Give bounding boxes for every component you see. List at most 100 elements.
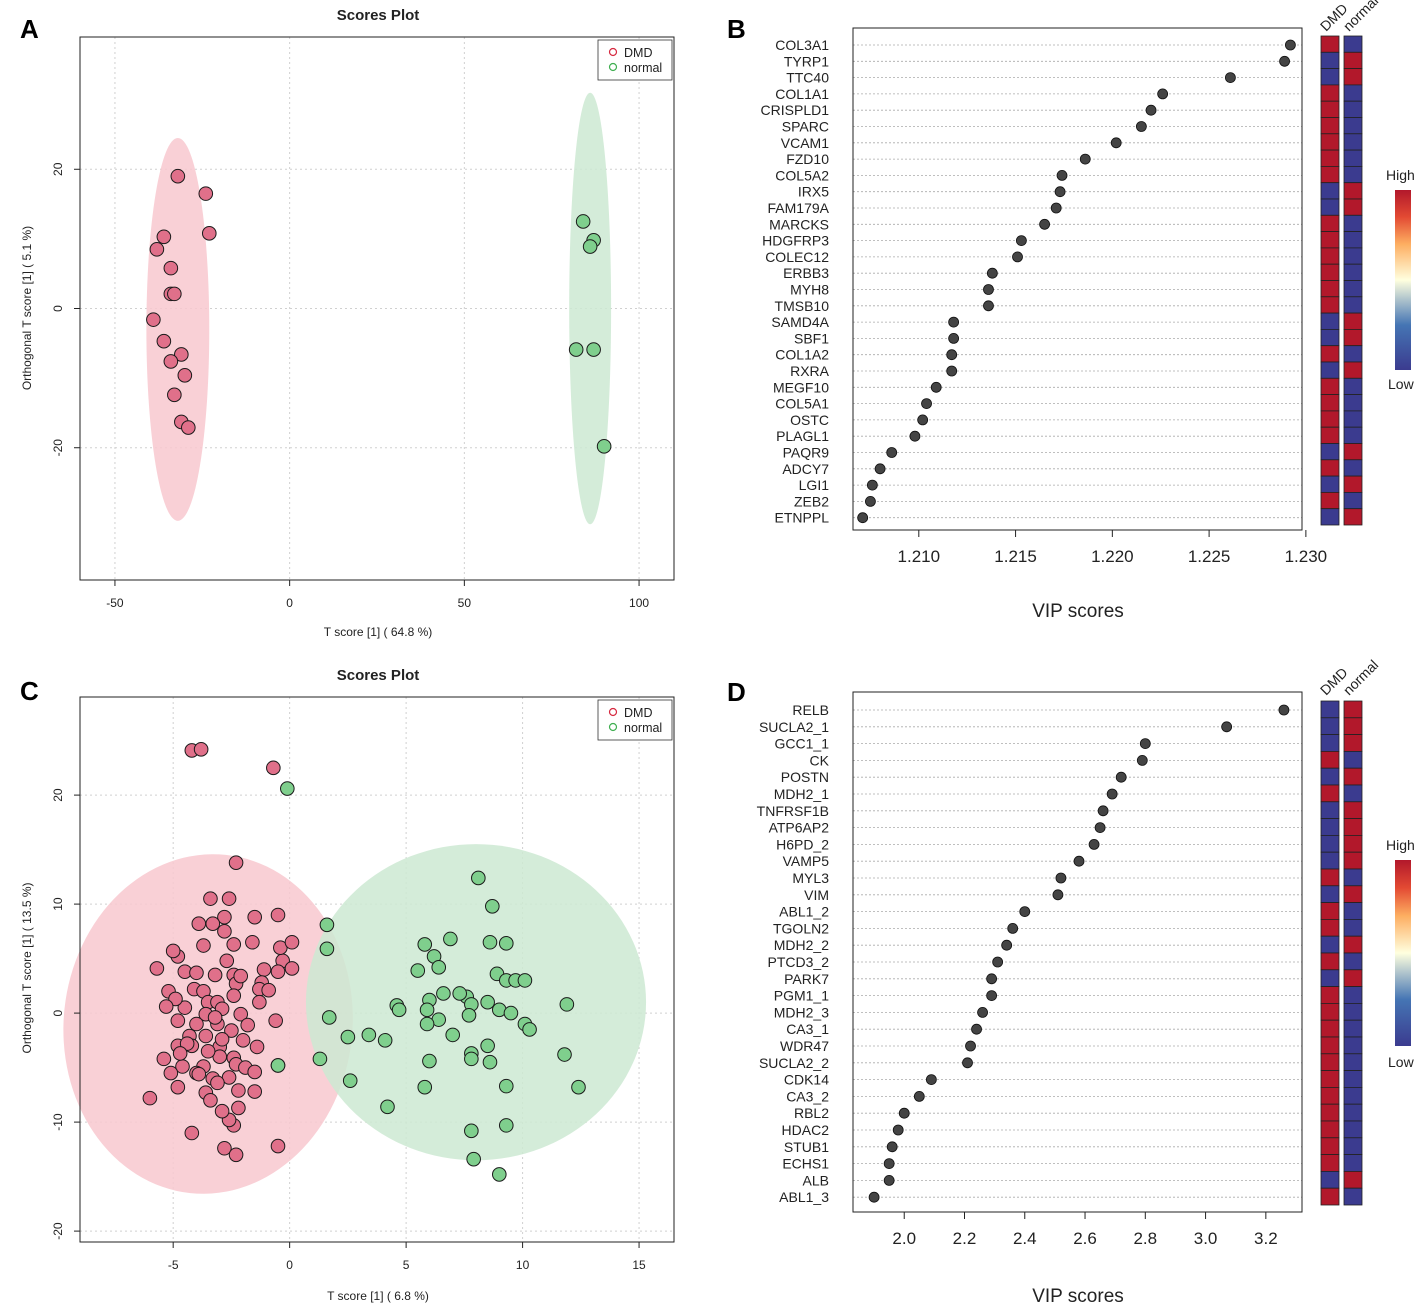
heat-cell-normal — [1343, 1171, 1363, 1189]
panel-label-d: D — [727, 677, 746, 707]
plot-frame — [852, 691, 1303, 1213]
point-normal — [471, 870, 486, 886]
heat-cell-dmd — [1320, 717, 1340, 735]
heat-cell-dmd — [1320, 700, 1340, 719]
vip-point — [1055, 872, 1067, 884]
heat-cell-normal — [1343, 700, 1363, 719]
point-normal — [361, 1027, 377, 1043]
heat-cell-dmd — [1320, 361, 1340, 379]
point-dmd — [217, 1140, 232, 1156]
panel-b: B COL3A1TYRP1TTC40COL1A1CRISPLD1SPARCVCA… — [727, 0, 1415, 622]
heat-cell-dmd — [1320, 491, 1340, 510]
vip-point — [1106, 788, 1118, 800]
heat-cell-dmd — [1320, 969, 1340, 987]
heat-cell-normal — [1343, 1087, 1363, 1105]
heat-cell-normal — [1343, 1154, 1363, 1172]
heat-cell-dmd — [1320, 1120, 1340, 1139]
heat-cell-normal — [1343, 182, 1363, 200]
point-dmd — [219, 953, 235, 969]
vip-point — [965, 1040, 976, 1052]
point-normal — [568, 342, 584, 357]
heat-cell-normal — [1343, 986, 1363, 1004]
x-tick-label: 0 — [286, 1258, 293, 1272]
x-tick-label: 10 — [516, 1258, 530, 1272]
vip-point — [983, 284, 994, 295]
point-dmd — [156, 229, 172, 245]
x-tick-label: 2.4 — [1013, 1229, 1037, 1248]
x-tick-label: 3.0 — [1194, 1229, 1218, 1248]
vip-point — [866, 479, 878, 491]
x-tick-label: 1.215 — [994, 547, 1037, 566]
point-dmd — [181, 420, 196, 435]
heat-cell-dmd — [1320, 459, 1340, 477]
heat-cell-dmd — [1320, 851, 1340, 870]
point-dmd — [198, 1028, 214, 1044]
gene-label: TNFRSF1B — [757, 803, 829, 819]
heat-cell-normal — [1343, 296, 1363, 314]
vip-point — [1136, 755, 1148, 766]
vip-point — [930, 381, 942, 393]
point-normal — [417, 1079, 433, 1095]
vip-point — [992, 956, 1004, 968]
x-tick-label: -5 — [168, 1258, 179, 1272]
y-tick-label: 20 — [51, 788, 65, 802]
point-normal — [522, 1022, 537, 1037]
colorbar: High Low — [1386, 167, 1415, 392]
heat-cell-normal — [1343, 952, 1363, 971]
vip-point — [1015, 235, 1027, 247]
heat-cell-normal — [1343, 165, 1363, 184]
point-dmd — [184, 1125, 200, 1141]
gene-label: CA3_1 — [786, 1021, 829, 1037]
point-normal — [559, 997, 575, 1012]
point-normal — [377, 1033, 393, 1048]
heat-cell-normal — [1343, 377, 1363, 395]
point-dmd — [174, 347, 189, 362]
x-tick-label: 1.230 — [1285, 547, 1328, 566]
heat-cell-normal — [1343, 214, 1363, 233]
gene-label: PARK7 — [784, 971, 829, 987]
gene-label: WDR47 — [780, 1038, 829, 1054]
point-dmd — [203, 1093, 218, 1108]
heat-cell-dmd — [1320, 1087, 1340, 1105]
gene-label: ADCY7 — [782, 461, 829, 477]
heat-cell-dmd — [1320, 214, 1340, 233]
heatmap — [1320, 700, 1363, 1206]
legend-box — [597, 39, 673, 81]
point-dmd — [207, 967, 223, 983]
vip-point — [1135, 121, 1147, 132]
y-tick-label: 10 — [51, 897, 65, 911]
points — [146, 168, 612, 454]
legend-dmd-marker — [608, 47, 618, 57]
x-tick-label: 2.8 — [1133, 1229, 1157, 1248]
gene-label: ERBB3 — [783, 265, 829, 281]
y-tick-label: -20 — [51, 439, 65, 457]
heat-cell-normal — [1343, 851, 1363, 870]
vip-point — [1221, 721, 1233, 733]
x-axis-label: VIP scores — [1032, 1286, 1124, 1307]
gene-label: MEGF10 — [773, 379, 829, 395]
heat-cell-normal — [1343, 1036, 1363, 1055]
y-tick-label: 0 — [51, 1009, 65, 1016]
vip-point — [948, 332, 960, 344]
point-dmd — [226, 988, 242, 1003]
heat-cell-normal — [1343, 919, 1363, 937]
point-normal — [443, 931, 458, 947]
point-dmd — [200, 1043, 216, 1059]
gene-label: H6PD_2 — [776, 836, 829, 852]
ellipse-normal — [569, 92, 612, 525]
gene-label: RELB — [792, 702, 829, 718]
legend: DMD normal — [597, 39, 673, 81]
point-dmd — [233, 968, 249, 984]
point-normal — [422, 1053, 437, 1069]
vip-point — [1012, 251, 1023, 263]
gene-label: VIM — [804, 887, 829, 903]
heat-cell-normal — [1343, 345, 1363, 363]
point-dmd — [261, 982, 276, 998]
point-normal — [270, 1058, 286, 1073]
plot-frame — [852, 27, 1303, 531]
point-dmd — [177, 1000, 193, 1015]
legend-dmd: DMD — [624, 706, 652, 720]
point-dmd — [226, 937, 242, 952]
point-dmd — [270, 964, 286, 979]
heat-cell-dmd — [1320, 1171, 1340, 1189]
